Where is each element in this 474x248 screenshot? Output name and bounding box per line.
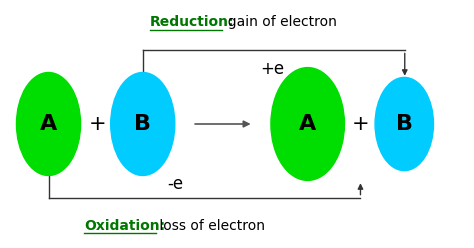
Text: +e: +e <box>260 60 284 78</box>
Ellipse shape <box>111 72 175 176</box>
Text: Reduction:: Reduction: <box>150 15 234 29</box>
Text: A: A <box>299 114 316 134</box>
Text: gain of electron: gain of electron <box>219 15 337 29</box>
Text: -e: -e <box>168 175 184 193</box>
Text: B: B <box>396 114 413 134</box>
Text: A: A <box>40 114 57 134</box>
Text: B: B <box>134 114 151 134</box>
Ellipse shape <box>375 77 434 171</box>
Ellipse shape <box>271 68 345 180</box>
Text: +: + <box>352 114 369 134</box>
Text: loss of electron: loss of electron <box>155 219 264 233</box>
Text: Oxidation:: Oxidation: <box>84 219 165 233</box>
Text: +: + <box>89 114 107 134</box>
Ellipse shape <box>17 72 81 176</box>
